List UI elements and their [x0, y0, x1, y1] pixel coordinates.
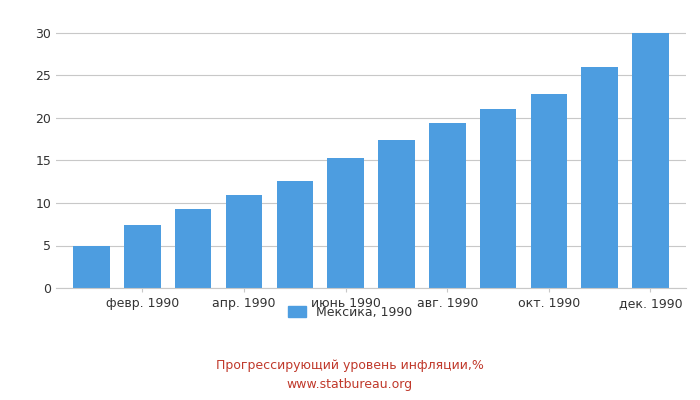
Bar: [378, 140, 414, 288]
Bar: [531, 94, 567, 288]
Text: www.statbureau.org: www.statbureau.org: [287, 378, 413, 391]
Text: Прогрессирующий уровень инфляции,%: Прогрессирующий уровень инфляции,%: [216, 360, 484, 372]
Bar: [429, 123, 466, 288]
Bar: [581, 67, 618, 288]
Bar: [632, 33, 668, 288]
Bar: [74, 246, 110, 288]
Bar: [328, 158, 364, 288]
Bar: [276, 181, 313, 288]
Bar: [175, 209, 211, 288]
Legend: Мексика, 1990: Мексика, 1990: [283, 301, 417, 324]
Bar: [225, 195, 262, 288]
Bar: [124, 225, 161, 288]
Bar: [480, 110, 517, 288]
